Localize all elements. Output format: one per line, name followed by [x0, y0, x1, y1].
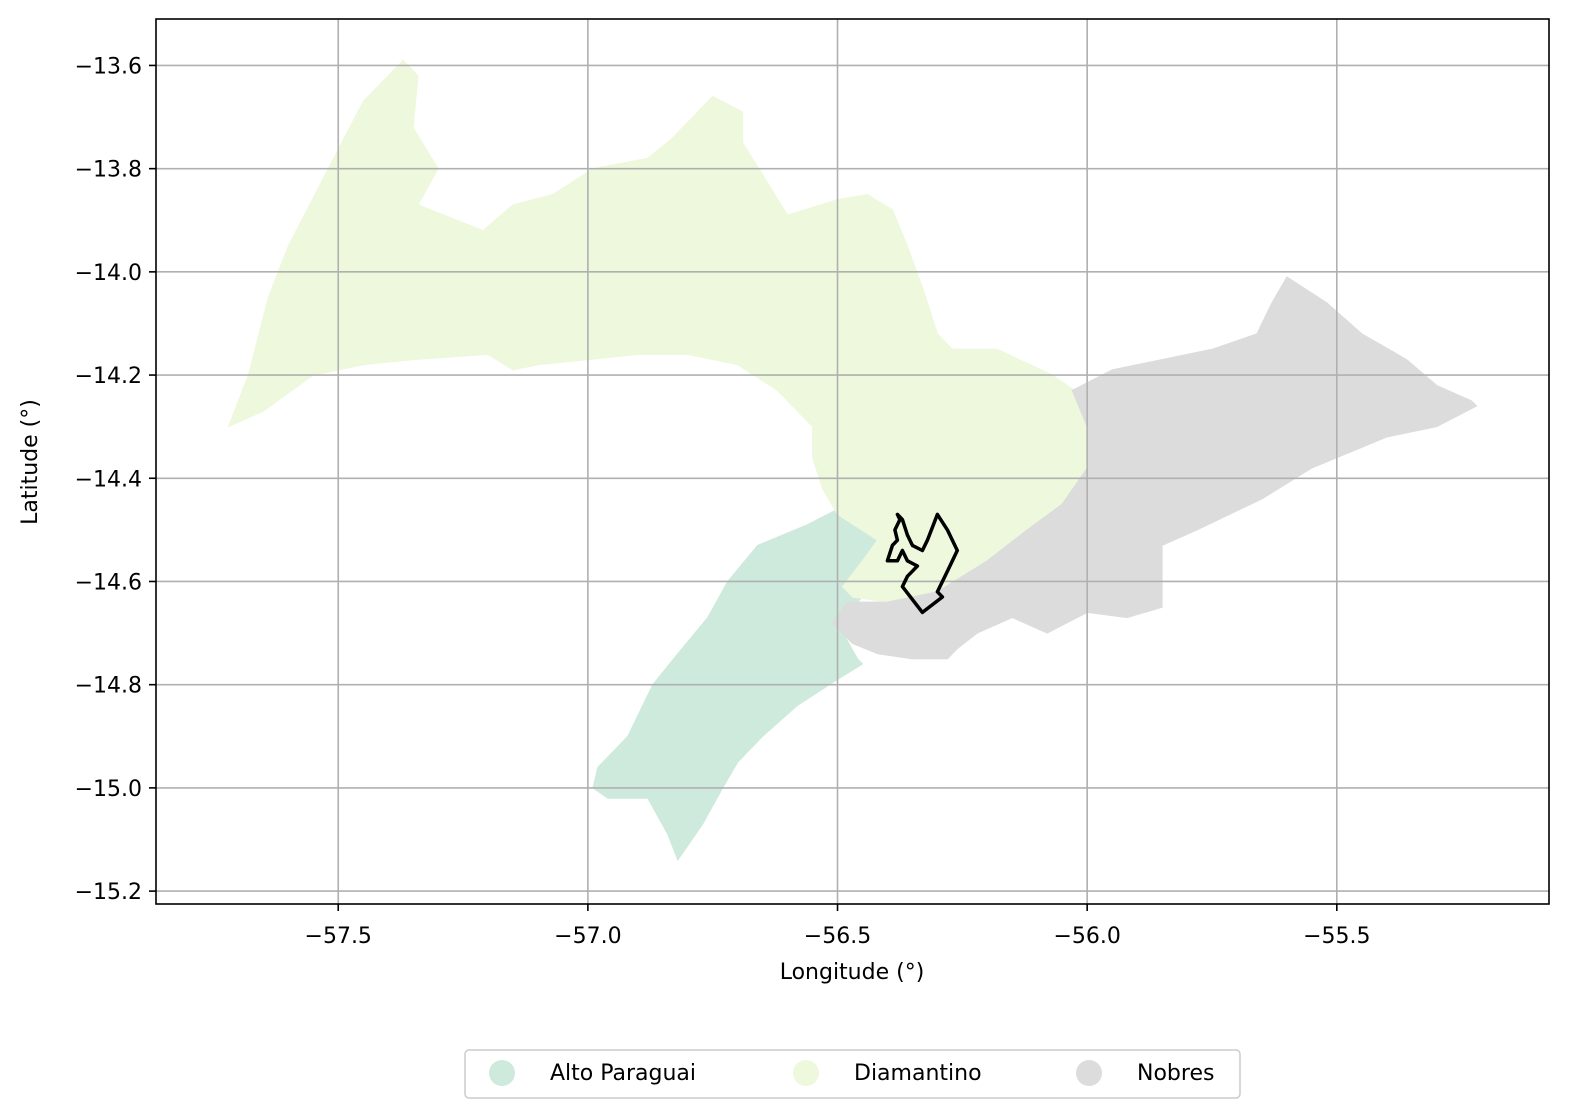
y-tick-label: −14.6	[75, 570, 142, 595]
legend-label-alto-paraguai: Alto Paraguai	[550, 1061, 696, 1086]
y-tick-label: −14.8	[75, 674, 142, 699]
y-tick-label: −15.0	[75, 777, 142, 802]
legend-box	[464, 1049, 1241, 1099]
grid-layer	[156, 19, 1549, 904]
legend-label-diamantino: Diamantino	[854, 1061, 982, 1086]
y-tick-label: −14.4	[75, 467, 142, 492]
y-tick-label: −15.2	[75, 880, 142, 905]
plot-frame	[155, 18, 1550, 905]
x-tick-label: −57.5	[305, 924, 372, 949]
y-tick-label: −14.2	[75, 364, 142, 389]
legend-label-nobres: Nobres	[1137, 1061, 1214, 1086]
legend-marker-alto-paraguai	[489, 1060, 515, 1086]
x-tick-label: −55.5	[1303, 924, 1370, 949]
outline-layer	[885, 512, 960, 615]
x-tick-label: −56.0	[1053, 924, 1120, 949]
x-tick-label: −56.5	[804, 924, 871, 949]
ticks-layer: −57.5 −57.0 −56.5 −56.0 −55.5 −13.6 −13.8 −14.0…	[75, 54, 1371, 949]
y-tick-label: −13.8	[75, 158, 142, 183]
legend: Alto Paraguai Diamantino Nobres	[464, 1049, 1241, 1099]
y-tick-label: −14.0	[75, 261, 142, 286]
legend-marker-diamantino	[793, 1060, 819, 1086]
highlighted-area-outline	[885, 512, 960, 615]
x-tick-label: −57.0	[554, 924, 621, 949]
x-axis-label: Longitude (°)	[780, 960, 925, 985]
y-tick-label: −13.6	[75, 54, 142, 79]
legend-marker-nobres	[1076, 1060, 1102, 1086]
y-axis-label: Latitude (°)	[18, 399, 43, 525]
